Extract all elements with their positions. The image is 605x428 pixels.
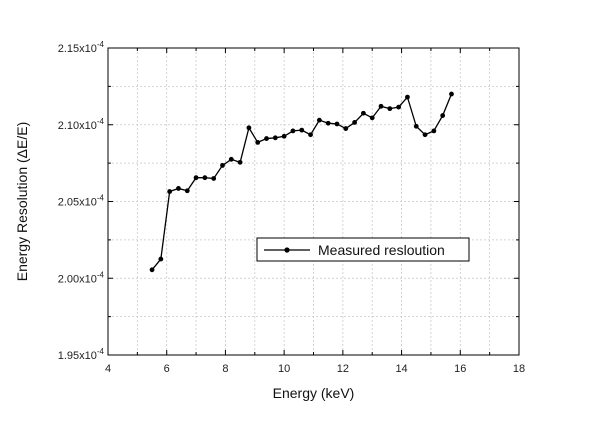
data-point [334, 121, 340, 127]
data-point [413, 123, 419, 129]
data-point [387, 106, 393, 112]
data-point [220, 163, 225, 168]
data-point [299, 127, 305, 133]
data-point [167, 189, 173, 194]
x-tick-label: 10 [278, 363, 290, 375]
data-point [211, 176, 217, 181]
x-tick-label: 16 [454, 363, 466, 375]
legend: Measured resloution [256, 237, 470, 262]
y-tick-label: 2.00x10-4 [58, 270, 105, 285]
x-tick-label: 12 [337, 363, 349, 375]
x-tick-label: 18 [513, 363, 525, 375]
data-point [272, 135, 278, 141]
x-axis-title: Energy (keV) [273, 385, 355, 401]
data-point [369, 115, 375, 121]
data-point [281, 133, 287, 139]
data-point [228, 156, 234, 162]
data-point [343, 126, 349, 131]
y-tick-label: 1.95x10-4 [58, 347, 105, 362]
data-point [431, 128, 437, 134]
legend-marker [284, 247, 290, 253]
data-point [246, 125, 252, 131]
data-point [422, 132, 428, 138]
x-tick-label: 8 [222, 363, 228, 375]
data-point [440, 113, 446, 118]
data-point [264, 136, 269, 141]
data-point [158, 256, 164, 262]
x-tick-label: 14 [395, 363, 407, 375]
legend-label: Measured resloution [318, 242, 445, 258]
data-point [193, 175, 199, 181]
data-point [352, 120, 357, 125]
data-point [361, 110, 366, 116]
series-layer [149, 91, 454, 273]
data-point [149, 267, 155, 273]
data-point [237, 159, 243, 165]
y-tick-label: 2.10x10-4 [58, 117, 105, 132]
legend-box [256, 237, 470, 262]
x-tick-label: 6 [164, 363, 170, 375]
y-tick-label: 2.15x10-4 [58, 40, 105, 55]
ticks-layer: 4 6 8 10 12 14 16 18 1.95x10-4 2.00x10-4 2.05x10-4… [58, 40, 525, 375]
data-point [290, 128, 296, 134]
y-axis-title: Energy Resolution (ΔE/E) [14, 122, 30, 282]
data-point [184, 188, 190, 194]
y-tick-label: 2.05x10-4 [58, 194, 105, 209]
data-point [176, 186, 181, 191]
data-point [255, 140, 261, 145]
data-point [405, 94, 410, 100]
data-point [316, 117, 322, 123]
data-point [325, 120, 331, 126]
data-point [396, 104, 402, 110]
x-tick-label: 4 [105, 363, 111, 375]
data-point [308, 132, 313, 138]
data-point [378, 103, 384, 109]
data-point [202, 175, 208, 181]
grid-layer [108, 48, 519, 355]
data-point [449, 91, 454, 97]
